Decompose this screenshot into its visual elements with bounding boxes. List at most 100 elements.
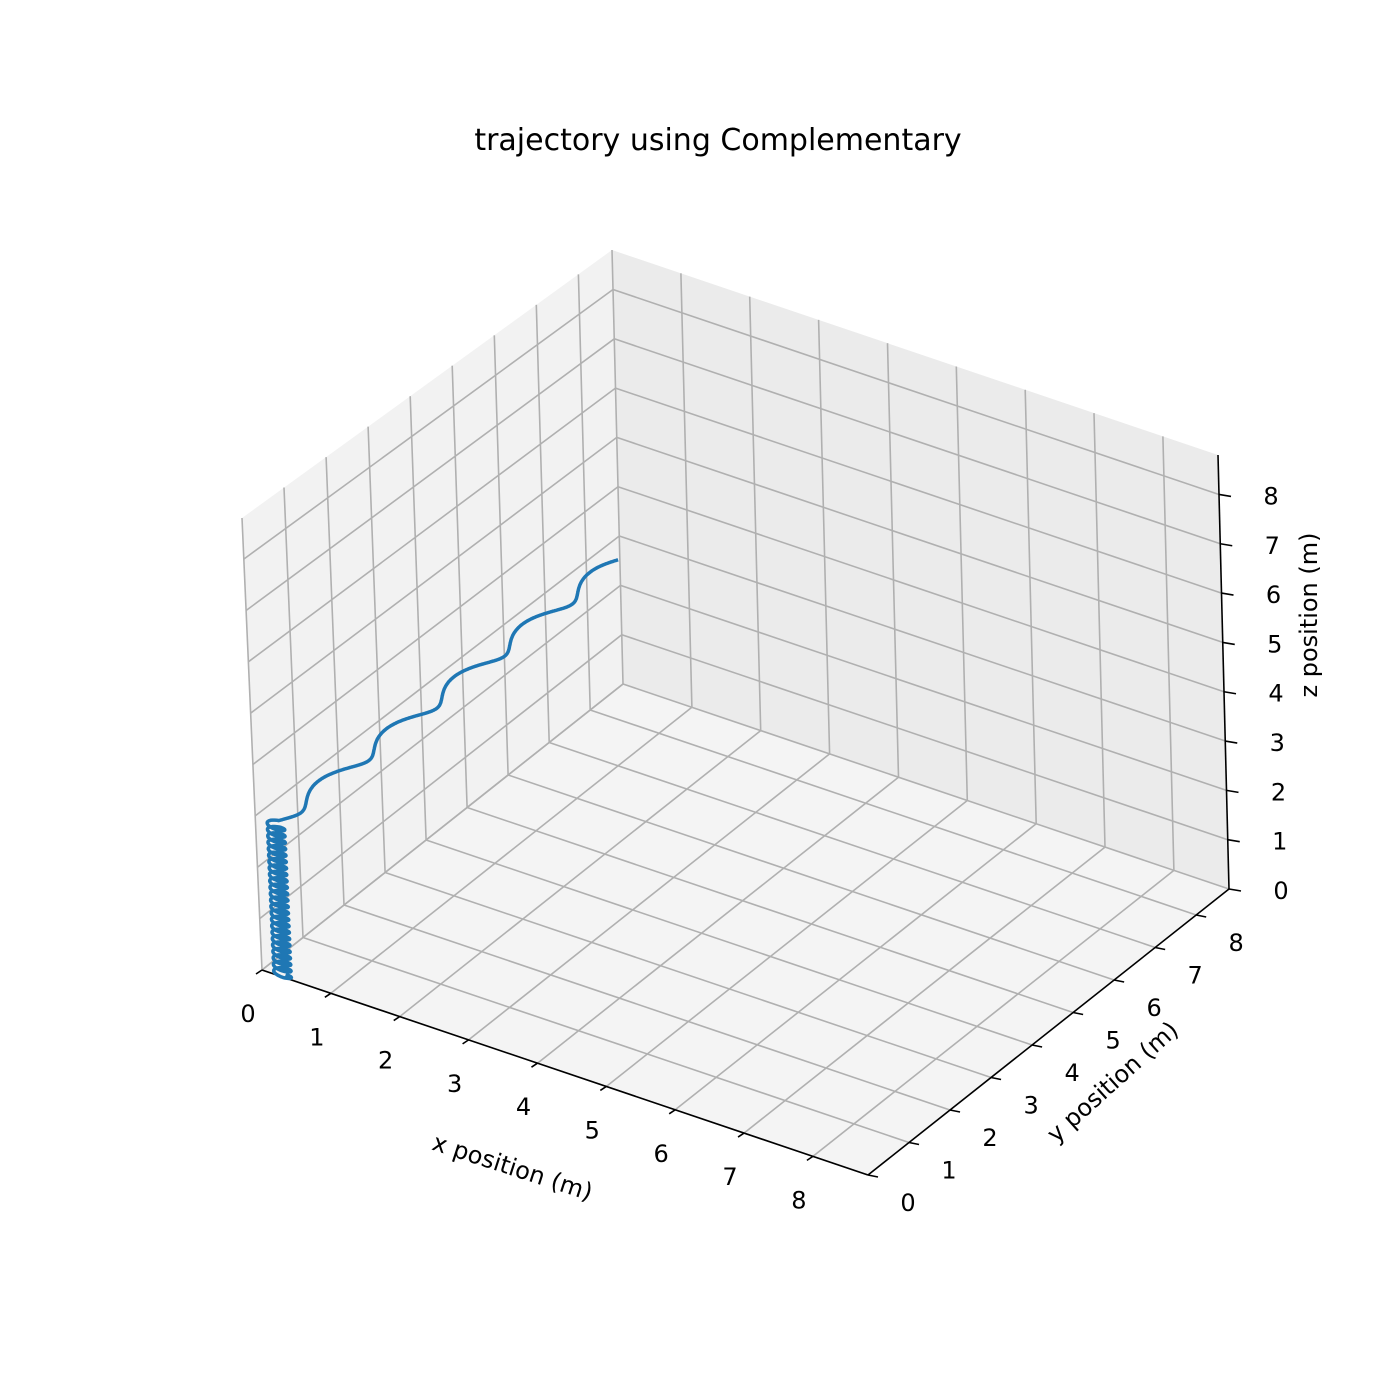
z-tick-label: 6 xyxy=(1266,581,1281,609)
grid-left-z xyxy=(261,683,624,971)
y-axis-line xyxy=(867,888,1230,1176)
grid-left-z xyxy=(247,387,616,663)
y-tick-label: 8 xyxy=(1229,929,1244,957)
series-layer xyxy=(265,558,619,981)
z-tick-mark xyxy=(1221,592,1234,596)
grid-back-x xyxy=(680,273,693,708)
x-tick-label: 1 xyxy=(309,1023,324,1051)
grid-floor-x xyxy=(605,799,968,1088)
grid-floor-y xyxy=(425,839,1033,1046)
grid-floor-y xyxy=(507,774,1115,981)
x-tick-label: 0 xyxy=(240,1000,255,1028)
grid-floor-y xyxy=(548,741,1156,949)
z-tick-label: 2 xyxy=(1271,778,1286,806)
grid-left-z xyxy=(252,486,619,766)
x-tick-label: 4 xyxy=(516,1093,531,1121)
x-tick-label: 2 xyxy=(378,1047,393,1075)
x-axis-line xyxy=(261,969,869,1176)
grid-back-z xyxy=(612,288,1220,496)
z-tick-label: 0 xyxy=(1273,877,1288,905)
x-tick-mark xyxy=(255,969,263,975)
grid-left-z xyxy=(259,634,623,920)
grid-floor-y xyxy=(343,904,951,1111)
grid-floor-x xyxy=(468,753,831,1041)
axes-panes xyxy=(242,250,1229,1175)
z-tick-label: 5 xyxy=(1267,630,1282,658)
y-tick-label: 7 xyxy=(1188,962,1203,990)
pane-left xyxy=(242,250,623,970)
z-tick-mark xyxy=(1222,641,1235,646)
x-tick-mark xyxy=(737,1132,745,1138)
pane-floor xyxy=(262,684,1229,1175)
grid-left-z xyxy=(243,288,614,560)
x-axis-label: x position (m) xyxy=(429,1128,596,1206)
grid-back-x xyxy=(1162,436,1175,871)
grid-floor-y xyxy=(466,806,1074,1014)
grid-left-y xyxy=(283,487,304,938)
grid-left-y xyxy=(241,517,263,971)
y-tick-label: 3 xyxy=(1023,1092,1038,1120)
grid-left-y xyxy=(577,274,591,711)
y-tick-label: 0 xyxy=(900,1189,915,1217)
grid-back-x xyxy=(817,319,831,754)
y-tick-label: 1 xyxy=(941,1157,956,1185)
z-tick-label: 7 xyxy=(1265,532,1280,560)
axis-lines xyxy=(261,454,1230,1176)
grid-left-y xyxy=(409,396,427,841)
grid-back-z xyxy=(621,633,1229,841)
grid-back-x xyxy=(886,343,900,778)
grid-back-x xyxy=(955,366,969,801)
grid-left-y xyxy=(535,304,550,743)
grid-back-z xyxy=(622,683,1230,890)
grid-back-z xyxy=(619,535,1226,742)
y-tick-mark xyxy=(1155,946,1166,951)
x-tick-mark xyxy=(668,1109,676,1115)
y-tick-mark xyxy=(1113,979,1125,983)
grid-floor-y xyxy=(589,709,1197,916)
pane-back xyxy=(612,250,1229,889)
x-tick-mark xyxy=(462,1039,470,1045)
y-tick-label: 2 xyxy=(982,1124,997,1152)
chart-title: trajectory using Complementary xyxy=(474,123,961,158)
x-tick-label: 6 xyxy=(654,1140,669,1168)
z-tick-mark xyxy=(1227,838,1240,843)
grid-left-z xyxy=(245,338,615,612)
z-tick-label: 4 xyxy=(1268,680,1283,708)
z-axis-label: z position (m) xyxy=(1295,532,1323,697)
grid-floor-x xyxy=(674,823,1037,1111)
z-tick-mark xyxy=(1225,740,1238,744)
grid-back-x xyxy=(748,296,762,731)
y-tick-label: 5 xyxy=(1105,1027,1120,1055)
x-tick-mark xyxy=(531,1062,538,1068)
grid-back-z xyxy=(620,584,1227,792)
grid-back-z xyxy=(615,387,1222,594)
grid-left-y xyxy=(493,335,509,776)
grid-back-x xyxy=(1024,389,1037,824)
z-tick-mark xyxy=(1220,542,1233,547)
y-tick-mark xyxy=(1196,914,1207,918)
tick-marks xyxy=(255,493,1242,1178)
z-tick-mark xyxy=(1218,493,1232,498)
x-tick-label: 3 xyxy=(447,1070,462,1098)
grid-left-y xyxy=(451,365,468,808)
y-tick-mark xyxy=(990,1076,1002,1081)
z-tick-mark xyxy=(1223,690,1237,695)
grid-back-z xyxy=(614,338,1221,545)
grid-floor-x xyxy=(330,706,693,994)
x-tick-label: 8 xyxy=(791,1186,806,1214)
grid-back-z xyxy=(616,436,1224,644)
grid-floor-x xyxy=(812,869,1175,1158)
grid-floor-x xyxy=(743,846,1106,1134)
grid-floor-y xyxy=(302,936,910,1144)
y-tick-label: 4 xyxy=(1064,1059,1079,1087)
grid-back-x xyxy=(1093,413,1106,848)
grid-left-z xyxy=(257,584,621,868)
y-tick-mark xyxy=(1031,1044,1043,1048)
y-tick-mark xyxy=(949,1109,961,1113)
grid-floor-x xyxy=(537,776,899,1064)
y-tick-mark xyxy=(908,1141,920,1146)
grid-left-y xyxy=(367,426,386,873)
z-axis-line xyxy=(1217,454,1230,890)
